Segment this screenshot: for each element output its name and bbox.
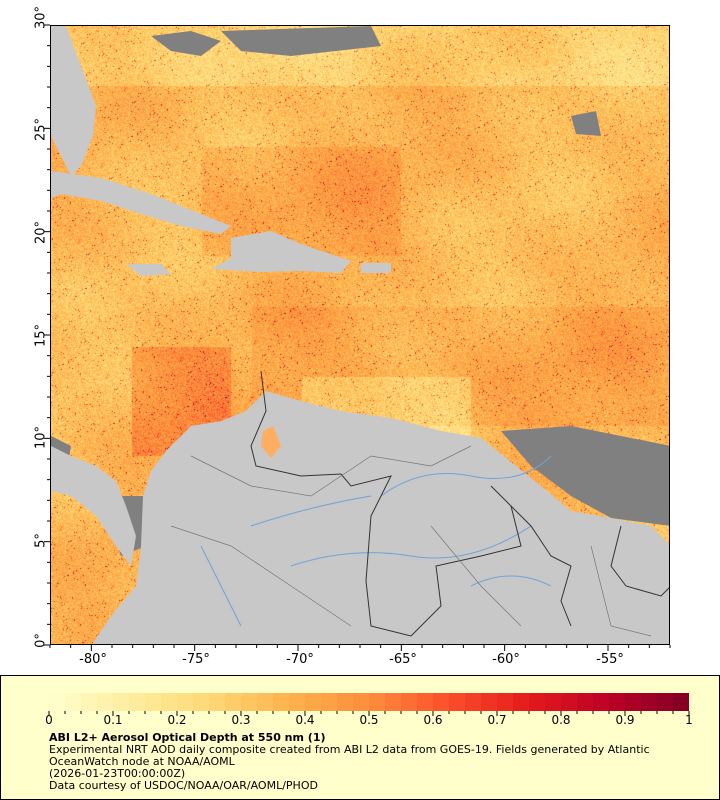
colorbar-segment [385, 693, 401, 711]
legend-time: (2026-01-23T00:00:00Z) [49, 767, 186, 780]
legend-panel: 0 0.1 0.2 0.3 0.4 0.5 0.6 0.7 0.8 0.9 1 ABI L2+ Ae… [0, 675, 720, 800]
colorbar-segment [641, 693, 657, 711]
legend-description: Experimental NRT AOD daily composite cre… [49, 743, 650, 768]
colorbar-segment [465, 693, 481, 711]
colorbar-segment [545, 693, 561, 711]
colorbar-segment [593, 693, 609, 711]
colorbar-segment [353, 693, 369, 711]
colorbar-segment [369, 693, 385, 711]
colorbar-tick-label: 0.3 [231, 713, 251, 727]
colorbar-segment [241, 693, 257, 711]
colorbar-segment [321, 693, 337, 711]
axes-ticks [44, 24, 671, 651]
jamaica [126, 264, 171, 276]
colorbar-segment [657, 693, 673, 711]
colorbar-segment [273, 693, 289, 711]
colorbar-segment [97, 693, 113, 711]
lat-tick-label: 20° [33, 220, 49, 245]
colorbar-segment [449, 693, 465, 711]
colorbar-segment [401, 693, 417, 711]
colorbar-segment [209, 693, 225, 711]
colorbar-tick-label: 0.6 [423, 713, 443, 727]
lat-tick-label: 5° [33, 533, 49, 548]
colorbar-segment [305, 693, 321, 711]
lon-tick-label: -70° [286, 652, 314, 667]
lon-tick-label: -60° [492, 652, 520, 667]
colorbar-tick-label: 0.1 [103, 713, 123, 727]
land-masses [51, 26, 669, 644]
south-america [92, 391, 669, 644]
colorbar-segment [673, 693, 689, 711]
colorbar-segment [513, 693, 529, 711]
colorbar-segment [561, 693, 577, 711]
colorbar-segment [417, 693, 433, 711]
colorbar-segment [193, 693, 209, 711]
colorbar-segment [129, 693, 145, 711]
land-layer [51, 26, 669, 644]
lon-tick-label: -80° [79, 652, 107, 667]
colorbar-segment [177, 693, 193, 711]
colorbar-segment [497, 693, 513, 711]
colorbar-tick-label: 0 [45, 713, 53, 727]
colorbar-segment [577, 693, 593, 711]
lat-tick-label: 30° [33, 5, 49, 30]
colorbar-ticks [48, 711, 690, 716]
legend-credit: Data courtesy of USDOC/NOAA/OAR/AOML/PHO… [49, 779, 318, 792]
colorbar [49, 693, 689, 711]
colorbar-tick-label: 0.4 [295, 713, 315, 727]
lon-tick-label: -55° [596, 652, 624, 667]
colorbar-segment [49, 693, 65, 711]
country-borders [250, 370, 669, 637]
colorbar-segment [625, 693, 641, 711]
colorbar-segment [81, 693, 97, 711]
colorbar-tick-label: 0.8 [551, 713, 571, 727]
cuba [51, 171, 231, 234]
colorbar-tick-label: 0.2 [167, 713, 187, 727]
colorbar-segment [225, 693, 241, 711]
colorbar-segment [337, 693, 353, 711]
colorbar-tick-label: 1 [685, 713, 693, 727]
state-borders [170, 445, 652, 637]
lon-tick-label: -75° [182, 652, 210, 667]
colorbar-tick-label: 0.5 [359, 713, 379, 727]
lat-tick-label: 0° [33, 633, 49, 648]
colorbar-segment [433, 693, 449, 711]
central-america [51, 446, 136, 566]
colorbar-segment [529, 693, 545, 711]
colorbar-tick-label: 0.9 [615, 713, 635, 727]
colorbar-segment [289, 693, 305, 711]
lon-tick-label: -65° [389, 652, 417, 667]
colorbar-segment [609, 693, 625, 711]
hispaniola [211, 231, 351, 273]
colorbar-segment [145, 693, 161, 711]
colorbar-tick-label: 0.7 [487, 713, 507, 727]
lat-tick-label: 10° [33, 425, 49, 450]
lat-tick-label: 15° [33, 323, 49, 348]
florida [51, 26, 96, 176]
colorbar-segment [65, 693, 81, 711]
colorbar-segment [257, 693, 273, 711]
rivers [200, 455, 552, 627]
maracaibo-lake [261, 426, 281, 458]
puerto-rico [361, 263, 391, 273]
legend-title: ABI L2+ Aerosol Optical Depth at 550 nm … [49, 731, 326, 744]
colorbar-segment [113, 693, 129, 711]
colorbar-segment [481, 693, 497, 711]
colorbar-segment [161, 693, 177, 711]
aod-map [50, 25, 670, 645]
lat-tick-label: 25° [33, 117, 49, 142]
